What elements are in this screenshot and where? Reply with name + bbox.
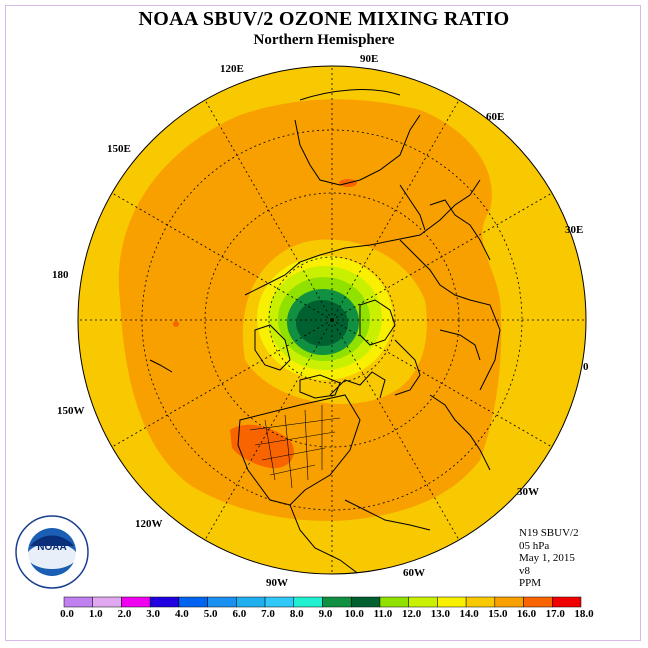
colorbar-tick-label: 17.0 bbox=[545, 608, 565, 620]
svg-text:NOAA: NOAA bbox=[37, 542, 66, 553]
colorbar-tick-label: 6.0 bbox=[232, 608, 247, 620]
coastlines bbox=[149, 89, 501, 574]
date-label: May 1, 2015 bbox=[519, 552, 575, 564]
colorbar-tick-label: 13.0 bbox=[430, 608, 450, 620]
colorbar-tick-label: 8.0 bbox=[289, 608, 304, 620]
ozone-band-15-16 bbox=[230, 424, 294, 469]
colorbar-tick-label: 0.0 bbox=[60, 608, 74, 620]
lon-label-90e: 90E bbox=[360, 53, 378, 65]
colorbar-tick-label: 10.0 bbox=[344, 608, 364, 620]
lon-label-120e: 120E bbox=[220, 63, 244, 75]
product-info: N19 SBUV/2 05 hPa May 1, 2015 v8 PPM bbox=[519, 527, 579, 590]
meridians bbox=[78, 66, 586, 574]
colorbar-tick-label: 16.0 bbox=[516, 608, 537, 620]
noaa-logo: NOAA bbox=[15, 515, 89, 589]
colorbar-tick-label: 18.0 bbox=[574, 608, 594, 620]
lon-label-60e: 60E bbox=[486, 111, 504, 123]
lon-label-60w: 60W bbox=[403, 567, 425, 579]
lon-label-30e: 30E bbox=[565, 224, 583, 236]
ozone-band-core bbox=[296, 300, 348, 346]
pressure-level: 05 hPa bbox=[519, 539, 550, 552]
colorbar-tick-label: 9.0 bbox=[318, 608, 333, 620]
satellite-label: N19 SBUV/2 bbox=[519, 527, 579, 539]
lon-label-150e: 150E bbox=[107, 143, 131, 155]
colorbar-tick-label: 14.0 bbox=[459, 608, 479, 620]
lon-label-0: 0 bbox=[583, 361, 589, 373]
lon-label-120w: 120W bbox=[135, 518, 163, 530]
lon-label-180: 180 bbox=[52, 269, 69, 281]
state-boundaries bbox=[249, 405, 341, 489]
lon-label-30w: 30W bbox=[517, 486, 539, 498]
lon-label-90w: 90W bbox=[266, 577, 288, 589]
lon-label-150w: 150W bbox=[57, 405, 85, 417]
colorbar-tick-label: 5.0 bbox=[203, 608, 218, 620]
map-title: NOAA SBUV/2 OZONE MIXING RATIO bbox=[138, 8, 510, 30]
colorbar-tick-label: 15.0 bbox=[488, 608, 508, 620]
colorbar-tick-label: 12.0 bbox=[402, 608, 422, 620]
version-label: v8 bbox=[519, 564, 530, 577]
map-boundary bbox=[77, 65, 587, 575]
colorbar-tick-label: 1.0 bbox=[88, 608, 103, 620]
map-subtitle: Northern Hemisphere bbox=[253, 32, 395, 48]
ozone-spot-15-16-pacific bbox=[173, 321, 179, 327]
colorbar-tick-label: 11.0 bbox=[373, 608, 393, 620]
units-label: PPM bbox=[519, 577, 542, 589]
colorbar-tick-label: 4.0 bbox=[175, 608, 189, 620]
colorbar-tick-label: 7.0 bbox=[261, 608, 275, 620]
plot-frame bbox=[5, 5, 641, 641]
colorbar-tick-label: 3.0 bbox=[146, 608, 161, 620]
colorbar-tick-label: 2.0 bbox=[117, 608, 132, 620]
